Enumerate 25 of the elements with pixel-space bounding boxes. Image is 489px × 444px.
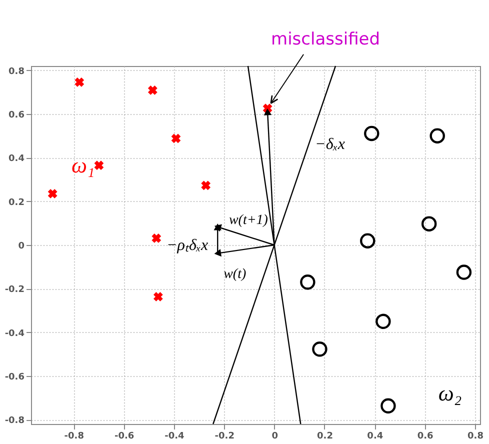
annotation: ω₂ — [438, 380, 462, 406]
x-tick-label: 0 — [272, 432, 278, 442]
y-tick-label: -0.4 — [4, 328, 24, 339]
x-tick-label: 0.2 — [317, 432, 333, 442]
y-tick-label: 0.6 — [8, 110, 24, 121]
annotation: −ρₜδₓx — [166, 237, 208, 254]
annotation: misclassified — [271, 29, 380, 50]
y-tick-label: 0.4 — [8, 154, 24, 164]
annotation: −δₓx — [315, 136, 345, 153]
x-tick-label: -0.6 — [114, 432, 134, 442]
x-tick-label: 0.8 — [468, 432, 484, 442]
x-tick-label: -0.4 — [164, 432, 184, 442]
y-tick-label: -0.2 — [4, 285, 24, 296]
x-tick-label: 0.4 — [367, 432, 384, 442]
x-tick-label: -0.2 — [214, 432, 234, 442]
y-tick-label: 0 — [18, 242, 24, 252]
y-tick-label: 0.2 — [8, 198, 24, 208]
x-tick-label: -0.8 — [64, 432, 84, 442]
x-tick-label: 0.6 — [417, 432, 434, 442]
annotation: w(t+1) — [228, 212, 268, 228]
annotation: w(t) — [224, 267, 246, 282]
annotation: ω₁ — [72, 152, 95, 178]
y-tick-label: -0.8 — [4, 416, 24, 426]
y-tick-label: 0.8 — [8, 66, 24, 77]
y-tick-label: -0.6 — [4, 372, 24, 382]
